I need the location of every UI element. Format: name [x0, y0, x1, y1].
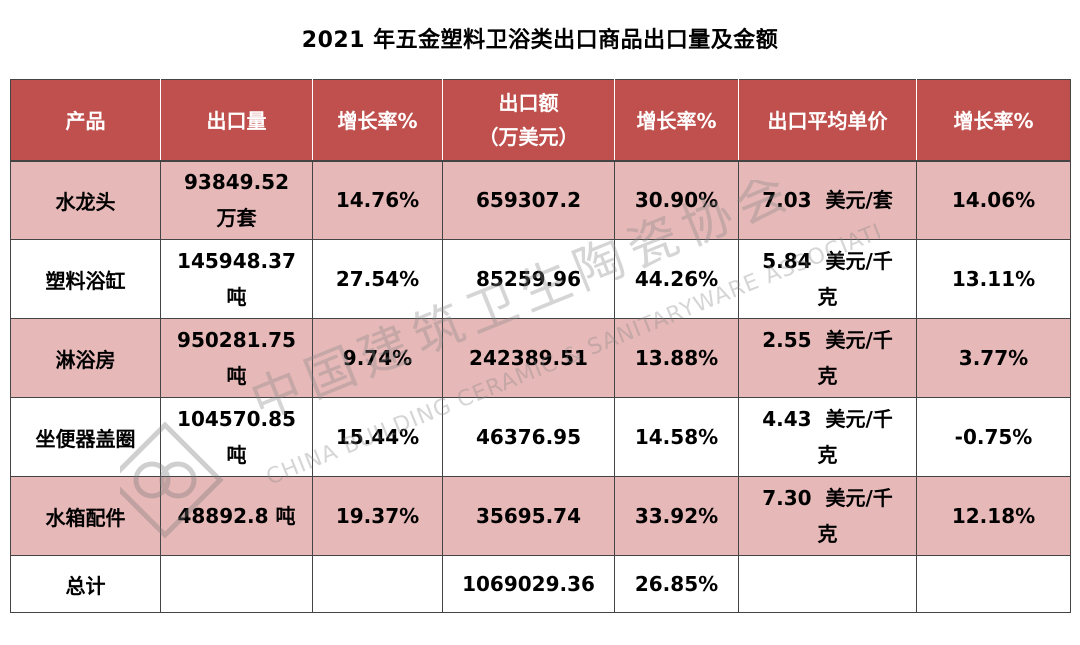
- cell-price-growth: 3.77%: [916, 318, 1071, 398]
- cell-volume-value: 93849.52: [183, 170, 289, 195]
- table-row: 塑料浴缸 145948.37 吨 27.54% 85259.96 44.26% 5…: [10, 239, 1071, 319]
- header-amount-line1: 出口额: [498, 90, 559, 115]
- table-row: 水龙头 93849.52 万套 14.76% 659307.2 30.90% 7.…: [10, 160, 1071, 240]
- cell-volume-value: 48892.8 吨: [177, 504, 296, 528]
- header-volume: 出口量: [160, 79, 313, 162]
- cell-product: 水箱配件: [10, 476, 161, 556]
- cell-amount-growth: 33.92%: [614, 476, 739, 556]
- cell-total-amount-growth: 26.85%: [614, 555, 739, 613]
- cell-price-unit: 克: [817, 285, 838, 309]
- cell-volume-unit: 吨: [226, 364, 247, 388]
- cell-volume-growth: 14.76%: [312, 160, 443, 240]
- header-unit-price: 出口平均单价: [738, 79, 917, 162]
- export-table: 产品 出口量 增长率% 出口额 （万美元） 增长率% 出口平均单价 增长率% 水…: [10, 79, 1071, 613]
- cell-total-price: [738, 555, 917, 613]
- header-amount: 出口额 （万美元）: [442, 79, 615, 162]
- cell-amount: 35695.74: [442, 476, 615, 556]
- cell-unit-price: 5.84 美元/千克: [738, 239, 917, 319]
- cell-amount: 46376.95: [442, 397, 615, 477]
- cell-volume: 48892.8 吨: [160, 476, 313, 556]
- cell-volume: 950281.75 吨: [160, 318, 313, 398]
- cell-product: 淋浴房: [10, 318, 161, 398]
- cell-amount-growth: 44.26%: [614, 239, 739, 319]
- cell-price-value: 2.55 美元/千: [762, 328, 893, 352]
- header-price-growth: 增长率%: [916, 79, 1071, 162]
- cell-amount-growth: 14.58%: [614, 397, 739, 477]
- cell-volume-unit: 吨: [226, 443, 247, 467]
- cell-volume-value: 145948.37: [177, 249, 296, 273]
- cell-price-growth: -0.75%: [916, 397, 1071, 477]
- cell-amount: 85259.96: [442, 239, 615, 319]
- header-amount-growth: 增长率%: [614, 79, 739, 162]
- cell-price-value: 4.43 美元/千: [762, 407, 893, 431]
- cell-price-unit: 克: [817, 443, 838, 467]
- cell-price-growth: 14.06%: [916, 160, 1071, 240]
- cell-price-unit: 克: [817, 522, 838, 546]
- cell-price-growth: 12.18%: [916, 476, 1071, 556]
- cell-amount: 659307.2: [442, 160, 615, 240]
- cell-volume-unit: 吨: [226, 285, 247, 309]
- cell-amount-growth: 13.88%: [614, 318, 739, 398]
- header-product: 产品: [10, 79, 161, 162]
- table-total-row: 总计 1069029.36 26.85%: [10, 555, 1071, 613]
- cell-price-value: 5.84 美元/千: [762, 249, 893, 273]
- cell-total-price-growth: [916, 555, 1071, 613]
- cell-total-volume-growth: [312, 555, 443, 613]
- page-title: 2021 年五金塑料卫浴类出口商品出口量及金额: [301, 28, 779, 53]
- table-row: 坐便器盖圈 104570.85 吨 15.44% 46376.95 14.58% …: [10, 397, 1071, 477]
- cell-total-label: 总计: [10, 555, 161, 613]
- cell-amount-growth: 30.90%: [614, 160, 739, 240]
- cell-volume-growth: 15.44%: [312, 397, 443, 477]
- cell-unit-price: 4.43 美元/千克: [738, 397, 917, 477]
- cell-total-amount: 1069029.36: [442, 555, 615, 613]
- cell-total-volume: [160, 555, 313, 613]
- cell-volume: 104570.85 吨: [160, 397, 313, 477]
- cell-unit-price: 7.03 美元/套: [738, 160, 917, 240]
- cell-price-growth: 13.11%: [916, 239, 1071, 319]
- cell-unit-price: 2.55 美元/千克: [738, 318, 917, 398]
- cell-volume-growth: 9.74%: [312, 318, 443, 398]
- table-header-row: 产品 出口量 增长率% 出口额 （万美元） 增长率% 出口平均单价 增长率%: [10, 79, 1071, 162]
- cell-volume-value: 104570.85: [177, 407, 296, 431]
- header-volume-growth: 增长率%: [312, 79, 443, 162]
- header-amount-line2: （万美元）: [478, 124, 579, 149]
- table-row: 淋浴房 950281.75 吨 9.74% 242389.51 13.88% 2.…: [10, 318, 1071, 398]
- cell-volume-unit: 万套: [216, 206, 257, 231]
- table-row: 水箱配件 48892.8 吨 19.37% 35695.74 33.92% 7.…: [10, 476, 1071, 556]
- cell-product: 坐便器盖圈: [10, 397, 161, 477]
- cell-volume-growth: 19.37%: [312, 476, 443, 556]
- cell-volume: 93849.52 万套: [160, 160, 313, 240]
- cell-volume-value: 950281.75: [177, 328, 296, 352]
- cell-price-value: 7.30 美元/千: [762, 486, 893, 510]
- cell-amount: 242389.51: [442, 318, 615, 398]
- cell-volume: 145948.37 吨: [160, 239, 313, 319]
- cell-product: 水龙头: [10, 160, 161, 240]
- cell-unit-price: 7.30 美元/千克: [738, 476, 917, 556]
- cell-price-unit: 克: [817, 364, 838, 388]
- cell-volume-growth: 27.54%: [312, 239, 443, 319]
- cell-price-value: 7.03 美元/套: [762, 188, 893, 213]
- cell-product: 塑料浴缸: [10, 239, 161, 319]
